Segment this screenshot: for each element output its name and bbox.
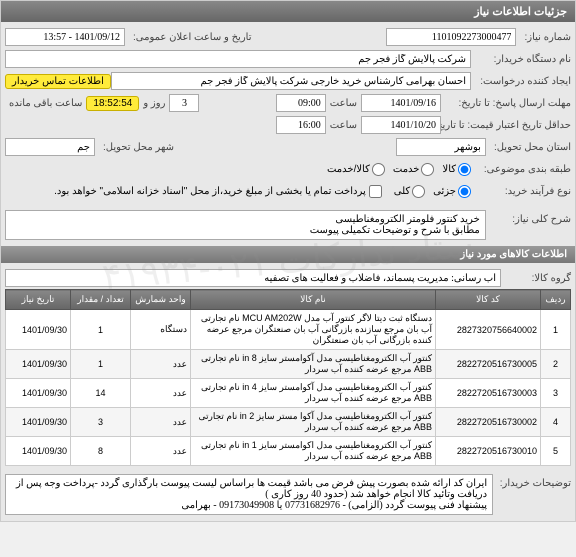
time-label-1: ساعت (326, 98, 361, 109)
radio-partial-label: جزئی (433, 186, 456, 197)
day-and-label: روز و (139, 98, 169, 109)
cell-qty: 1 (71, 350, 131, 379)
table-row[interactable]: 42822720516730002کنتور آب الکترومغناطیسی… (6, 408, 571, 437)
cell-row: 1 (541, 310, 571, 350)
price-validity-label: حداقل تاریخ اعتبار قیمت: تا تاریخ: (441, 120, 571, 131)
radio-goods-input[interactable] (458, 163, 471, 176)
device-name-label: نام دستگاه خریدار: (471, 54, 571, 65)
creator-input[interactable] (111, 72, 471, 90)
state-label: استان محل تحویل: (490, 142, 571, 153)
deadline-time[interactable] (276, 94, 326, 112)
col-name: نام کالا (191, 290, 436, 310)
cell-qty: 14 (71, 379, 131, 408)
radio-partial-input[interactable] (458, 185, 471, 198)
payment-checkbox-input[interactable] (369, 185, 382, 198)
panel-title: جزئیات اطلاعات نیاز (1, 1, 575, 22)
radio-service-label: خدمت (393, 164, 420, 175)
col-row: ردیف (541, 290, 571, 310)
cell-unit: عدد (131, 379, 191, 408)
radio-total[interactable]: کلی (394, 185, 425, 198)
device-name-input[interactable] (5, 50, 471, 68)
radio-service-input[interactable] (421, 163, 434, 176)
cell-date: 1401/09/30 (6, 310, 71, 350)
cell-code: 2822720516730005 (436, 350, 541, 379)
cell-name: دستگاه ثبت دیتا لاگر کنتور آب مدل MCU AM… (191, 310, 436, 350)
col-date: تاریخ نیاز (6, 290, 71, 310)
cell-qty: 8 (71, 437, 131, 466)
deadline-date[interactable] (361, 94, 441, 112)
remaining-days (169, 94, 199, 112)
goods-group-label: گروه کالا: (501, 273, 571, 284)
table-row[interactable]: 22822720516730005کنتور آب الکترومغناطیسی… (6, 350, 571, 379)
need-number-label: شماره نیاز: (520, 32, 571, 43)
process-label: نوع فرآیند خرید: (471, 186, 571, 197)
category-label: طبقه بندی موضوعی: (471, 164, 571, 175)
cell-row: 2 (541, 350, 571, 379)
cell-name: کنتور آب الکترومغناطیسی مدل آکوا مستر سا… (191, 408, 436, 437)
city-input[interactable] (5, 138, 95, 156)
process-radios: جزئی کلی (394, 185, 471, 198)
cell-code: 2827320756640002 (436, 310, 541, 350)
col-unit: واحد شمارش (131, 290, 191, 310)
items-table: ردیف کد کالا نام کالا واحد شمارش تعداد /… (5, 289, 571, 466)
price-date[interactable] (361, 116, 441, 134)
cell-unit: عدد (131, 437, 191, 466)
category-radios: کالا خدمت کالا/خدمت (327, 163, 471, 176)
table-row[interactable]: 12827320756640002دستگاه ثبت دیتا لاگر کن… (6, 310, 571, 350)
cell-row: 3 (541, 379, 571, 408)
cell-code: 2822720516730010 (436, 437, 541, 466)
cell-row: 5 (541, 437, 571, 466)
cell-unit: دستگاه (131, 310, 191, 350)
deadline-label: مهلت ارسال پاسخ: تا تاریخ: (441, 98, 571, 109)
radio-total-input[interactable] (412, 185, 425, 198)
keywords-label: شرح کلی نیاز: (486, 210, 571, 225)
main-panel: جزئیات اطلاعات نیاز شماره نیاز: تاریخ و … (0, 0, 576, 522)
cell-code: 2822720516730002 (436, 408, 541, 437)
cell-name: کنتور آب الکترومغناطیسی مدل آکوامستر سای… (191, 350, 436, 379)
radio-total-label: کلی (394, 186, 410, 197)
cell-unit: عدد (131, 408, 191, 437)
contact-badge[interactable]: اطلاعات تماس خریدار (5, 74, 111, 89)
goods-group-input[interactable] (5, 269, 501, 287)
payment-checkbox[interactable]: پرداخت تمام یا بخشی از مبلغ خرید،از محل … (54, 185, 382, 198)
col-qty: تعداد / مقدار (71, 290, 131, 310)
cell-date: 1401/09/30 (6, 379, 71, 408)
cell-unit: عدد (131, 350, 191, 379)
need-number-input[interactable] (386, 28, 516, 46)
items-section-title: اطلاعات کالاهای مورد نیاز (1, 246, 575, 263)
announce-input[interactable] (5, 28, 125, 46)
cell-date: 1401/09/30 (6, 408, 71, 437)
radio-gs-label: کالا/خدمت (327, 164, 370, 175)
form-body: شماره نیاز: تاریخ و ساعت اعلان عمومی: نا… (1, 22, 575, 246)
cell-name: کنتور آب الکترومغناطیسی مدل اکوامستر سای… (191, 437, 436, 466)
cell-date: 1401/09/30 (6, 437, 71, 466)
cell-code: 2822720516730003 (436, 379, 541, 408)
radio-goods-service[interactable]: کالا/خدمت (327, 163, 385, 176)
creator-label: ایجاد کننده درخواست: (471, 76, 571, 87)
table-row[interactable]: 32822720516730003کنتور آب الکترومغناطیسی… (6, 379, 571, 408)
remaining-label: ساعت باقی مانده (5, 98, 86, 109)
cell-qty: 3 (71, 408, 131, 437)
keywords-textarea[interactable] (5, 210, 486, 240)
col-code: کد کالا (436, 290, 541, 310)
buyer-notes-label: توضیحات خریدار: (493, 474, 571, 489)
table-row[interactable]: 52822720516730010کنتور آب الکترومغناطیسی… (6, 437, 571, 466)
cell-date: 1401/09/30 (6, 350, 71, 379)
payment-note-label: پرداخت تمام یا بخشی از مبلغ خرید،از محل … (54, 186, 366, 197)
city-label: شهر محل تحویل: (99, 142, 174, 153)
radio-goods[interactable]: کالا (442, 163, 471, 176)
cell-row: 4 (541, 408, 571, 437)
buyer-notes-textarea[interactable] (5, 474, 493, 515)
announce-label: تاریخ و ساعت اعلان عمومی: (129, 32, 252, 43)
remaining-time: 18:52:54 (86, 96, 139, 111)
state-input[interactable] (396, 138, 486, 156)
time-label-2: ساعت (326, 120, 361, 131)
cell-name: کنتور آب الکترومغناطیسی مدل آکوامستر سای… (191, 379, 436, 408)
radio-service[interactable]: خدمت (393, 163, 435, 176)
radio-partial[interactable]: جزئی (433, 185, 471, 198)
cell-qty: 1 (71, 310, 131, 350)
radio-gs-input[interactable] (372, 163, 385, 176)
radio-goods-label: کالا (442, 164, 456, 175)
price-time[interactable] (276, 116, 326, 134)
